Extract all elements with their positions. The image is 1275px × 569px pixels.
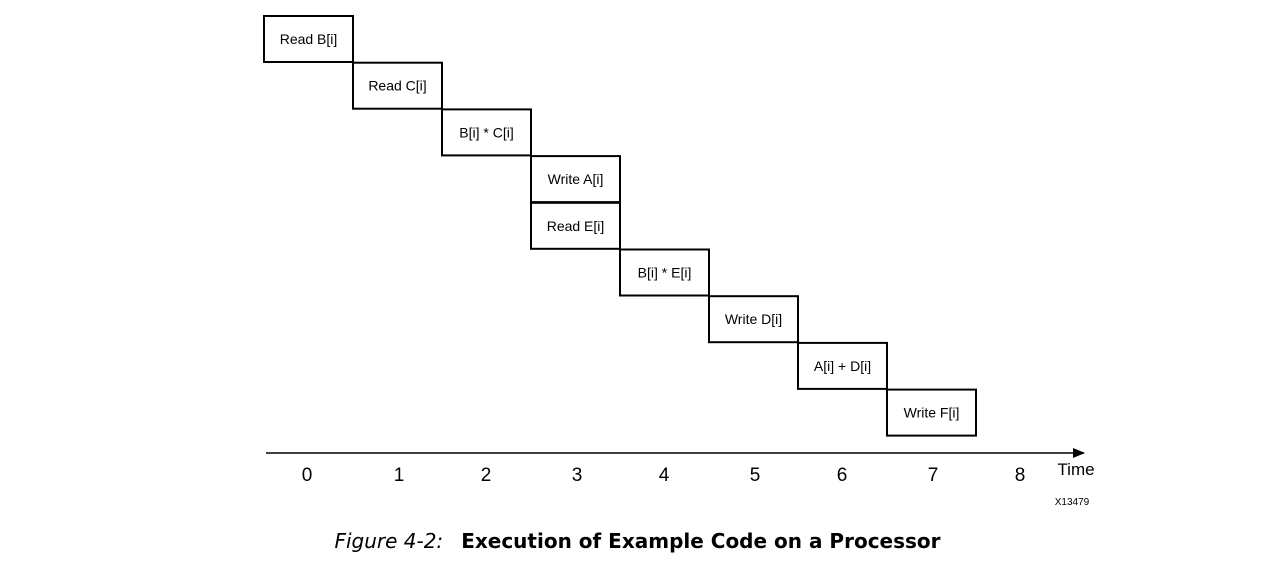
operation-label: Read E[i] [547, 218, 605, 234]
operation-label: B[i] * E[i] [638, 265, 692, 281]
operation-box: B[i] * E[i] [619, 248, 710, 297]
operation-label: Write D[i] [725, 311, 782, 327]
time-axis-ticks: 0 1 2 3 4 5 6 7 8 [302, 465, 1026, 486]
time-tick-label: 8 [1015, 465, 1026, 486]
figure-title: Execution of Example Code on a Processor [461, 529, 941, 553]
operation-box: Write D[i] [708, 295, 799, 344]
operation-boxes: Read B[i] Read C[i] B[i] * C[i] Write A[i] R… [263, 15, 977, 437]
figure-number: Figure 4-2: [334, 529, 444, 553]
time-tick-label: 4 [659, 465, 670, 486]
operation-label: Write A[i] [548, 171, 604, 187]
operation-box: Write A[i] [530, 155, 621, 204]
operation-label: Write F[i] [904, 405, 960, 421]
operation-box: A[i] + D[i] [797, 341, 888, 390]
operation-box: B[i] * C[i] [441, 108, 532, 157]
operation-box-outline [441, 108, 532, 157]
operation-label: Read C[i] [368, 78, 426, 94]
operation-box-outline [797, 341, 888, 390]
operation-box: Write F[i] [886, 388, 977, 437]
operation-label: Read B[i] [280, 31, 338, 47]
operation-label: A[i] + D[i] [814, 358, 871, 374]
time-tick-label: 0 [302, 465, 313, 486]
time-tick-label: 3 [572, 465, 583, 486]
operation-box-outline [708, 295, 799, 344]
operation-box: Read E[i] [530, 201, 621, 250]
operation-box: Read B[i] [263, 15, 354, 63]
time-axis-title: Time [1057, 460, 1094, 479]
time-tick-label: 6 [837, 465, 848, 486]
operation-box-outline [619, 248, 710, 297]
operation-label: B[i] * C[i] [459, 124, 513, 140]
time-tick-label: 7 [928, 465, 939, 486]
operation-box-outline [886, 388, 977, 437]
time-tick-label: 2 [481, 465, 492, 486]
operation-box-outline [530, 201, 621, 250]
time-tick-label: 1 [394, 465, 405, 486]
operation-box-outline [352, 61, 443, 110]
figure-id: X13479 [1055, 497, 1090, 508]
figure-caption: Figure 4-2: Execution of Example Code on … [0, 529, 1275, 553]
operation-box-outline [530, 155, 621, 204]
operation-box: Read C[i] [352, 61, 443, 110]
time-tick-label: 5 [750, 465, 761, 486]
operation-box-outline [263, 15, 354, 63]
